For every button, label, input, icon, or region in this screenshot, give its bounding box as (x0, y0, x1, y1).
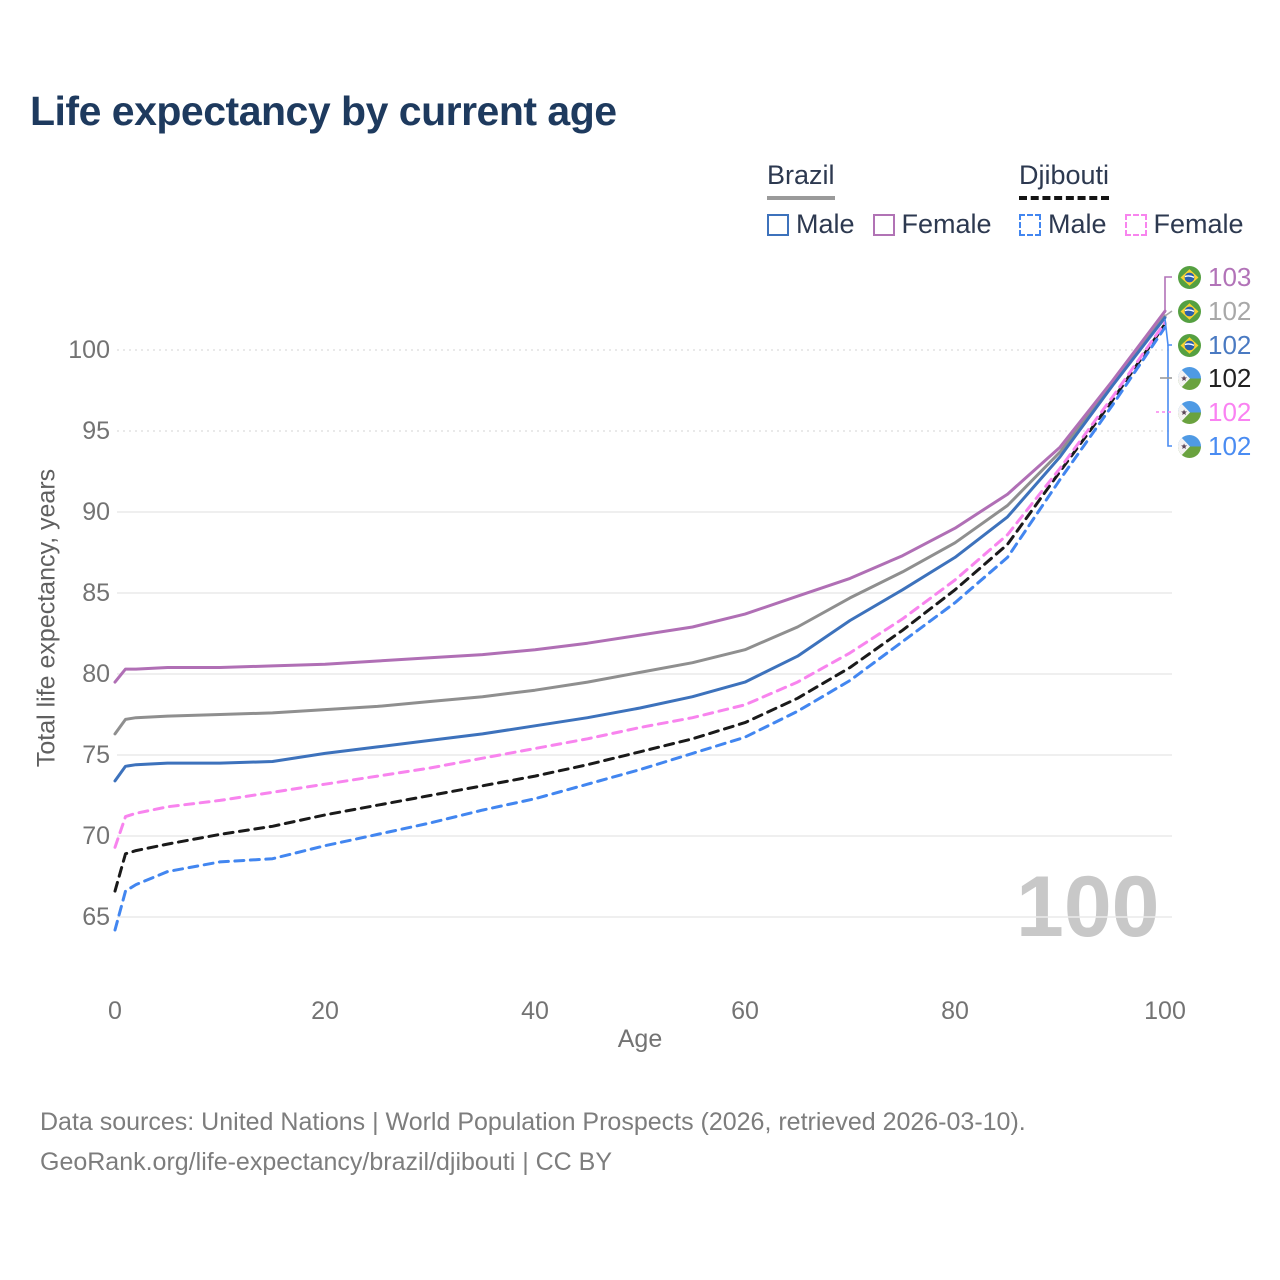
series-callout[interactable]: 102 (1178, 331, 1251, 359)
djibouti-flag-icon (1178, 400, 1201, 424)
callout-leader-line (1164, 310, 1173, 317)
footer-link: GeoRank.org/life-expectancy/brazil/djibo… (40, 1148, 613, 1176)
series-line-djibouti-both-sexes[interactable] (113, 322, 1167, 893)
callout-leader-line (1167, 345, 1172, 447)
x-tick-label-80: 80 (941, 997, 969, 1025)
callout-value: 102 (1208, 296, 1252, 326)
series-line-djibouti-male[interactable] (113, 325, 1167, 932)
legend-djibouti-female[interactable]: Female (1124, 209, 1244, 240)
djibouti-female-swatch-icon (1124, 213, 1147, 236)
brazil-flag-icon (1178, 299, 1201, 323)
x-tick-label-60: 60 (731, 997, 759, 1025)
callout-value: 102 (1208, 431, 1252, 461)
y-tick-label-90: 90 (82, 498, 110, 526)
x-tick-label-100: 100 (1144, 997, 1186, 1025)
y-axis-title: Total life expectancy, years (32, 468, 61, 768)
legend-label: Female (1153, 209, 1244, 239)
y-tick-label-75: 75 (82, 741, 110, 769)
callout-value: 102 (1208, 397, 1252, 427)
legend-brazil-male[interactable]: Male (767, 209, 855, 240)
footer-sources: Data sources: United Nations | World Pop… (40, 1108, 1026, 1136)
series-line-brazil-female[interactable] (113, 309, 1167, 684)
legend-brazil-title[interactable]: Brazil (767, 160, 835, 200)
series-callout[interactable]: 102 (1178, 297, 1251, 325)
y-tick-label-65: 65 (82, 903, 110, 931)
x-tick-label-0: 0 (108, 997, 122, 1025)
series-callout[interactable]: 102 (1178, 432, 1251, 460)
legend-label: Male (796, 209, 855, 239)
legend-djibouti-male[interactable]: Male (1019, 209, 1107, 240)
callout-leader-line (1164, 276, 1172, 313)
x-axis-title: Age (617, 1025, 663, 1053)
page-title: Life expectancy by current age (30, 88, 617, 134)
x-tick-label-40: 40 (521, 997, 549, 1025)
callout-value: 102 (1208, 330, 1252, 360)
y-tick-label-85: 85 (82, 579, 110, 607)
y-tick-label-70: 70 (82, 822, 110, 850)
age-counter-watermark: 100 (1016, 859, 1160, 955)
series-line-djibouti-female[interactable] (113, 321, 1167, 849)
callout-value: 102 (1208, 363, 1252, 393)
legend-brazil-female[interactable]: Female (872, 209, 992, 240)
series-callout[interactable]: 102 (1178, 398, 1251, 426)
brazil-flag-icon (1178, 265, 1201, 289)
djibouti-flag-icon (1178, 366, 1201, 390)
y-tick-label-100: 100 (68, 336, 110, 364)
brazil-female-swatch-icon (872, 213, 895, 236)
series-callout[interactable]: 103 (1178, 263, 1251, 291)
legend-label: Male (1048, 209, 1107, 239)
series-line-brazil-male[interactable] (113, 316, 1167, 783)
brazil-flag-icon (1178, 333, 1201, 357)
series-callout[interactable]: 102 (1178, 364, 1251, 392)
x-tick-label-20: 20 (311, 997, 339, 1025)
brazil-male-swatch-icon (767, 213, 789, 236)
legend-label: Female (901, 209, 992, 239)
y-tick-label-80: 80 (82, 660, 110, 688)
djibouti-flag-icon (1178, 434, 1201, 458)
legend-brazil: Brazil Male Female (767, 160, 1010, 240)
djibouti-male-swatch-icon (1019, 213, 1041, 236)
legend-djibouti: Djibouti Male Female (1019, 160, 1262, 240)
callout-leader-line (1164, 318, 1172, 346)
series-line-brazil-both-sexes[interactable] (113, 314, 1167, 736)
y-tick-label-95: 95 (82, 417, 110, 445)
callout-value: 103 (1208, 262, 1252, 292)
legend-djibouti-title[interactable]: Djibouti (1019, 160, 1110, 200)
